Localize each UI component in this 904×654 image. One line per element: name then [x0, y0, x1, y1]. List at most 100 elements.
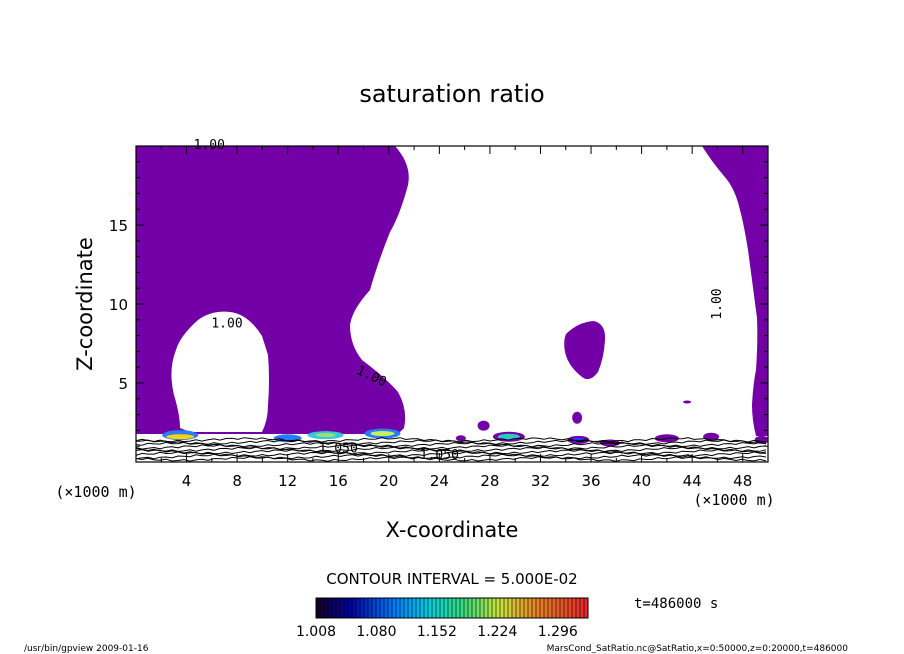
contour-interval: CONTOUR INTERVAL = 5.000E-02 — [326, 570, 577, 588]
colorbar-cell — [452, 598, 456, 618]
colorbar-cell — [476, 598, 480, 618]
colorbar-cell — [492, 598, 496, 618]
x-axis: 4 8 12 16 20 24 28 32 36 40 44 48 — [160, 146, 752, 490]
colorbar-cell — [416, 598, 420, 618]
contour-line — [135, 437, 767, 443]
colorbar-cell — [380, 598, 384, 618]
colorbar-cell — [500, 598, 504, 618]
colorbar-cell — [340, 598, 344, 618]
colorbar-cell — [524, 598, 528, 618]
colorbar-cell — [384, 598, 388, 618]
saturation-pocket — [370, 431, 395, 437]
x-tick-label: 32 — [531, 472, 550, 490]
colorbar-cell — [556, 598, 560, 618]
colorbar-cell — [460, 598, 464, 618]
contour-line — [135, 441, 767, 448]
x-tick-label: 36 — [581, 472, 600, 490]
colorbar-cell — [392, 598, 396, 618]
colorbar-cell — [408, 598, 412, 618]
x-tick-label: 20 — [379, 472, 398, 490]
contour-line — [135, 451, 767, 457]
colorbar-cell — [424, 598, 428, 618]
colorbar-cell — [536, 598, 540, 618]
colorbar-cell — [564, 598, 568, 618]
colorbar-cell — [364, 598, 368, 618]
y-unit-label: (×1000 m) — [55, 483, 136, 501]
contour-label: 1.00 — [710, 288, 725, 319]
colorbar-cell — [320, 598, 324, 618]
colorbar-cell — [520, 598, 524, 618]
surface-contours — [135, 437, 767, 462]
colorbar-cell — [396, 598, 400, 618]
plot-area: 1.001.001.001.001.050 1.050 — [135, 138, 769, 463]
x-tick-label: 4 — [182, 472, 192, 490]
colorbar-cell — [348, 598, 352, 618]
colorbar-cell — [336, 598, 340, 618]
colorbar-tick-label: 1.080 — [356, 624, 396, 640]
colorbar-cell — [328, 598, 332, 618]
colorbar-cell — [472, 598, 476, 618]
colorbar-cell — [356, 598, 360, 618]
colorbar-cell — [448, 598, 452, 618]
colorbar-cell — [580, 598, 584, 618]
contour-label: 1.00 — [211, 317, 242, 332]
colorbar-cell — [504, 598, 508, 618]
y-axis: 5 10 15 — [109, 161, 768, 447]
colorbar-cell — [420, 598, 424, 618]
colorbar-cell — [412, 598, 416, 618]
colorbar-cell — [508, 598, 512, 618]
saturation-pocket — [477, 420, 490, 431]
x-tick-label: 16 — [329, 472, 348, 490]
colorbar-cell — [464, 598, 468, 618]
colorbar-cell — [532, 598, 536, 618]
x-tick-label: 12 — [278, 472, 297, 490]
colorbar-tick-label: 1.296 — [538, 624, 578, 640]
time-label: t=486000 s — [634, 596, 718, 612]
colorbar-cell — [440, 598, 444, 618]
colorbar-cell — [484, 598, 488, 618]
x-tick-label: 8 — [232, 472, 242, 490]
y-tick-label: 10 — [109, 296, 128, 314]
x-tick-label: 24 — [430, 472, 449, 490]
colorbar-cell — [372, 598, 376, 618]
colorbar-cell — [568, 598, 572, 618]
colorbar-cell — [444, 598, 448, 618]
x-unit-label: (×1000 m) — [693, 491, 774, 509]
colorbar-cell — [316, 598, 320, 618]
colorbar-cell — [488, 598, 492, 618]
footer-right: MarsCond_SatRatio.nc@SatRatio,x=0:50000,… — [547, 644, 849, 654]
colorbar-cell — [456, 598, 460, 618]
colorbar-cell — [400, 598, 404, 618]
colorbar-cell — [360, 598, 364, 618]
colorbar-cell — [560, 598, 564, 618]
x-tick-label: 40 — [632, 472, 651, 490]
y-tick-label: 5 — [118, 375, 128, 393]
fill-region-left — [136, 146, 409, 434]
colorbar-cell — [332, 598, 336, 618]
contour-line — [135, 446, 767, 453]
colorbar-cell — [552, 598, 556, 618]
colorbar-cell — [548, 598, 552, 618]
saturation-pocket — [455, 435, 466, 442]
footer-left: /usr/bin/gpview 2009-01-16 — [24, 644, 149, 654]
saturation-fill — [136, 146, 768, 436]
saturation-pocket — [572, 411, 583, 424]
colorbar-cell — [512, 598, 516, 618]
colorbar-tick-label: 1.008 — [296, 624, 336, 640]
x-tick-label: 48 — [733, 472, 752, 490]
colorbar-cell — [584, 598, 588, 618]
colorbar-cell — [572, 598, 576, 618]
colorbar-ticks: 1.008 1.080 1.152 1.224 1.296 — [296, 624, 578, 640]
contour-line — [135, 456, 767, 462]
saturation-pocket — [683, 400, 692, 404]
colorbar-cell — [428, 598, 432, 618]
y-tick-label: 15 — [109, 217, 128, 235]
colorbar-cell — [324, 598, 328, 618]
colorbar-cell — [480, 598, 484, 618]
fill-blob-36 — [564, 321, 606, 380]
colorbar-cell — [516, 598, 520, 618]
colorbar-cell — [468, 598, 472, 618]
contour-label: 1.050 — [319, 442, 358, 457]
x-tick-label: 44 — [683, 472, 702, 490]
